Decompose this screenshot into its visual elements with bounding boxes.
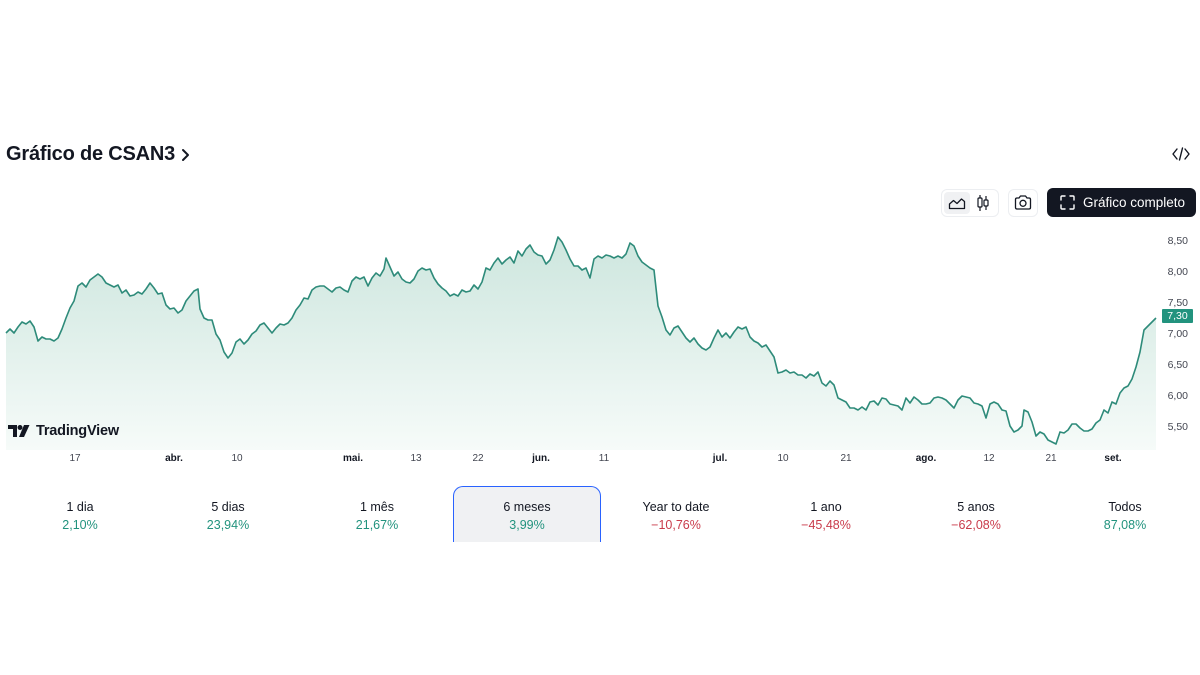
tradingview-logo[interactable]: TradingView bbox=[8, 423, 119, 439]
period-change-value: −10,76% bbox=[651, 518, 701, 532]
period-tab-1-mês[interactable]: 1 mês 21,67% bbox=[303, 486, 451, 542]
candlestick-chart-icon bbox=[977, 194, 989, 211]
period-change-value: 3,99% bbox=[509, 518, 545, 532]
x-axis-label: 21 bbox=[840, 453, 852, 464]
x-axis-label: 13 bbox=[410, 453, 422, 464]
camera-icon bbox=[1014, 195, 1032, 210]
fullscreen-icon bbox=[1060, 195, 1075, 210]
period-tab-year-to-date[interactable]: Year to date −10,76% bbox=[602, 486, 750, 542]
period-label: 6 meses bbox=[503, 500, 551, 514]
x-axis-label: 12 bbox=[983, 453, 995, 464]
period-tab-1-ano[interactable]: 1 ano −45,48% bbox=[752, 486, 900, 542]
y-axis-label: 8,00 bbox=[1167, 266, 1188, 278]
chart-title-link[interactable]: Gráfico de CSAN3 bbox=[6, 143, 190, 166]
price-area-fill bbox=[6, 237, 1156, 450]
area-chart-plot bbox=[5, 236, 1157, 450]
y-axis-label: 6,00 bbox=[1167, 390, 1188, 402]
chevron-right-icon bbox=[182, 148, 190, 161]
candlestick-chart-button[interactable] bbox=[970, 192, 996, 214]
period-tab-5-anos[interactable]: 5 anos −62,08% bbox=[902, 486, 1050, 542]
x-axis-label: jun. bbox=[532, 453, 550, 464]
price-line bbox=[5, 236, 1157, 445]
period-label: Todos bbox=[1108, 500, 1142, 514]
chart-toolbar: Gráfico completo bbox=[940, 188, 1196, 217]
period-label: 1 ano bbox=[810, 500, 842, 514]
period-change-value: 21,67% bbox=[355, 518, 399, 532]
period-label: 1 dia bbox=[66, 500, 94, 514]
x-axis-label: set. bbox=[1104, 453, 1122, 464]
period-tab-5-dias[interactable]: 5 dias 23,94% bbox=[154, 486, 302, 542]
x-axis-label: 11 bbox=[598, 453, 610, 464]
x-axis-label: 22 bbox=[472, 453, 484, 464]
period-label: 5 anos bbox=[957, 500, 995, 514]
y-axis-label: 5,50 bbox=[1167, 421, 1188, 433]
y-axis-label: 8,50 bbox=[1167, 235, 1188, 247]
full-chart-label: Gráfico completo bbox=[1082, 195, 1185, 210]
x-axis-label: jul. bbox=[712, 453, 728, 464]
snapshot-button[interactable] bbox=[1007, 188, 1038, 217]
period-change-value: 23,94% bbox=[206, 518, 250, 532]
y-axis-label: 6,50 bbox=[1167, 359, 1188, 371]
tradingview-logo-icon bbox=[8, 425, 30, 437]
page-title: Gráfico de CSAN3 bbox=[6, 143, 176, 165]
period-change-value: −45,48% bbox=[801, 518, 851, 532]
period-tab-todos[interactable]: Todos 87,08% bbox=[1051, 486, 1199, 542]
period-change-value: 87,08% bbox=[1103, 518, 1147, 532]
period-label: Year to date bbox=[642, 500, 710, 514]
period-label: 5 dias bbox=[211, 500, 245, 514]
period-change-value: −62,08% bbox=[951, 518, 1001, 532]
y-axis-label: 7,00 bbox=[1167, 328, 1188, 340]
code-embed-icon[interactable] bbox=[1172, 146, 1190, 162]
period-selector: 1 dia 2,10% 5 dias 23,94% 1 mês 21,67% 6 meses… bbox=[0, 486, 1200, 542]
full-chart-button[interactable]: Gráfico completo bbox=[1046, 188, 1196, 217]
x-axis-label: 21 bbox=[1045, 453, 1057, 464]
period-label: 1 mês bbox=[359, 500, 395, 514]
x-axis-label: 10 bbox=[777, 453, 789, 464]
area-chart-button[interactable] bbox=[943, 191, 970, 214]
x-axis-label: 10 bbox=[231, 453, 243, 464]
x-axis-label: abr. bbox=[165, 453, 183, 464]
chart-type-switcher bbox=[940, 188, 999, 217]
x-axis-label: ago. bbox=[915, 453, 937, 464]
current-price-tag: 7,30 bbox=[1162, 309, 1193, 323]
period-change-value: 2,10% bbox=[62, 518, 98, 532]
period-tab-6-meses[interactable]: 6 meses 3,99% bbox=[453, 486, 601, 542]
period-tab-1-dia[interactable]: 1 dia 2,10% bbox=[6, 486, 154, 542]
area-chart-icon bbox=[948, 197, 966, 209]
x-axis-label: 17 bbox=[69, 453, 81, 464]
price-chart[interactable]: 8,50 8,00 7,50 7,00 6,50 6,00 5,50 7,30 … bbox=[0, 225, 1200, 475]
x-axis-label: mai. bbox=[342, 453, 364, 464]
y-axis-label: 7,50 bbox=[1167, 297, 1188, 309]
tradingview-logo-text: TradingView bbox=[36, 423, 119, 439]
